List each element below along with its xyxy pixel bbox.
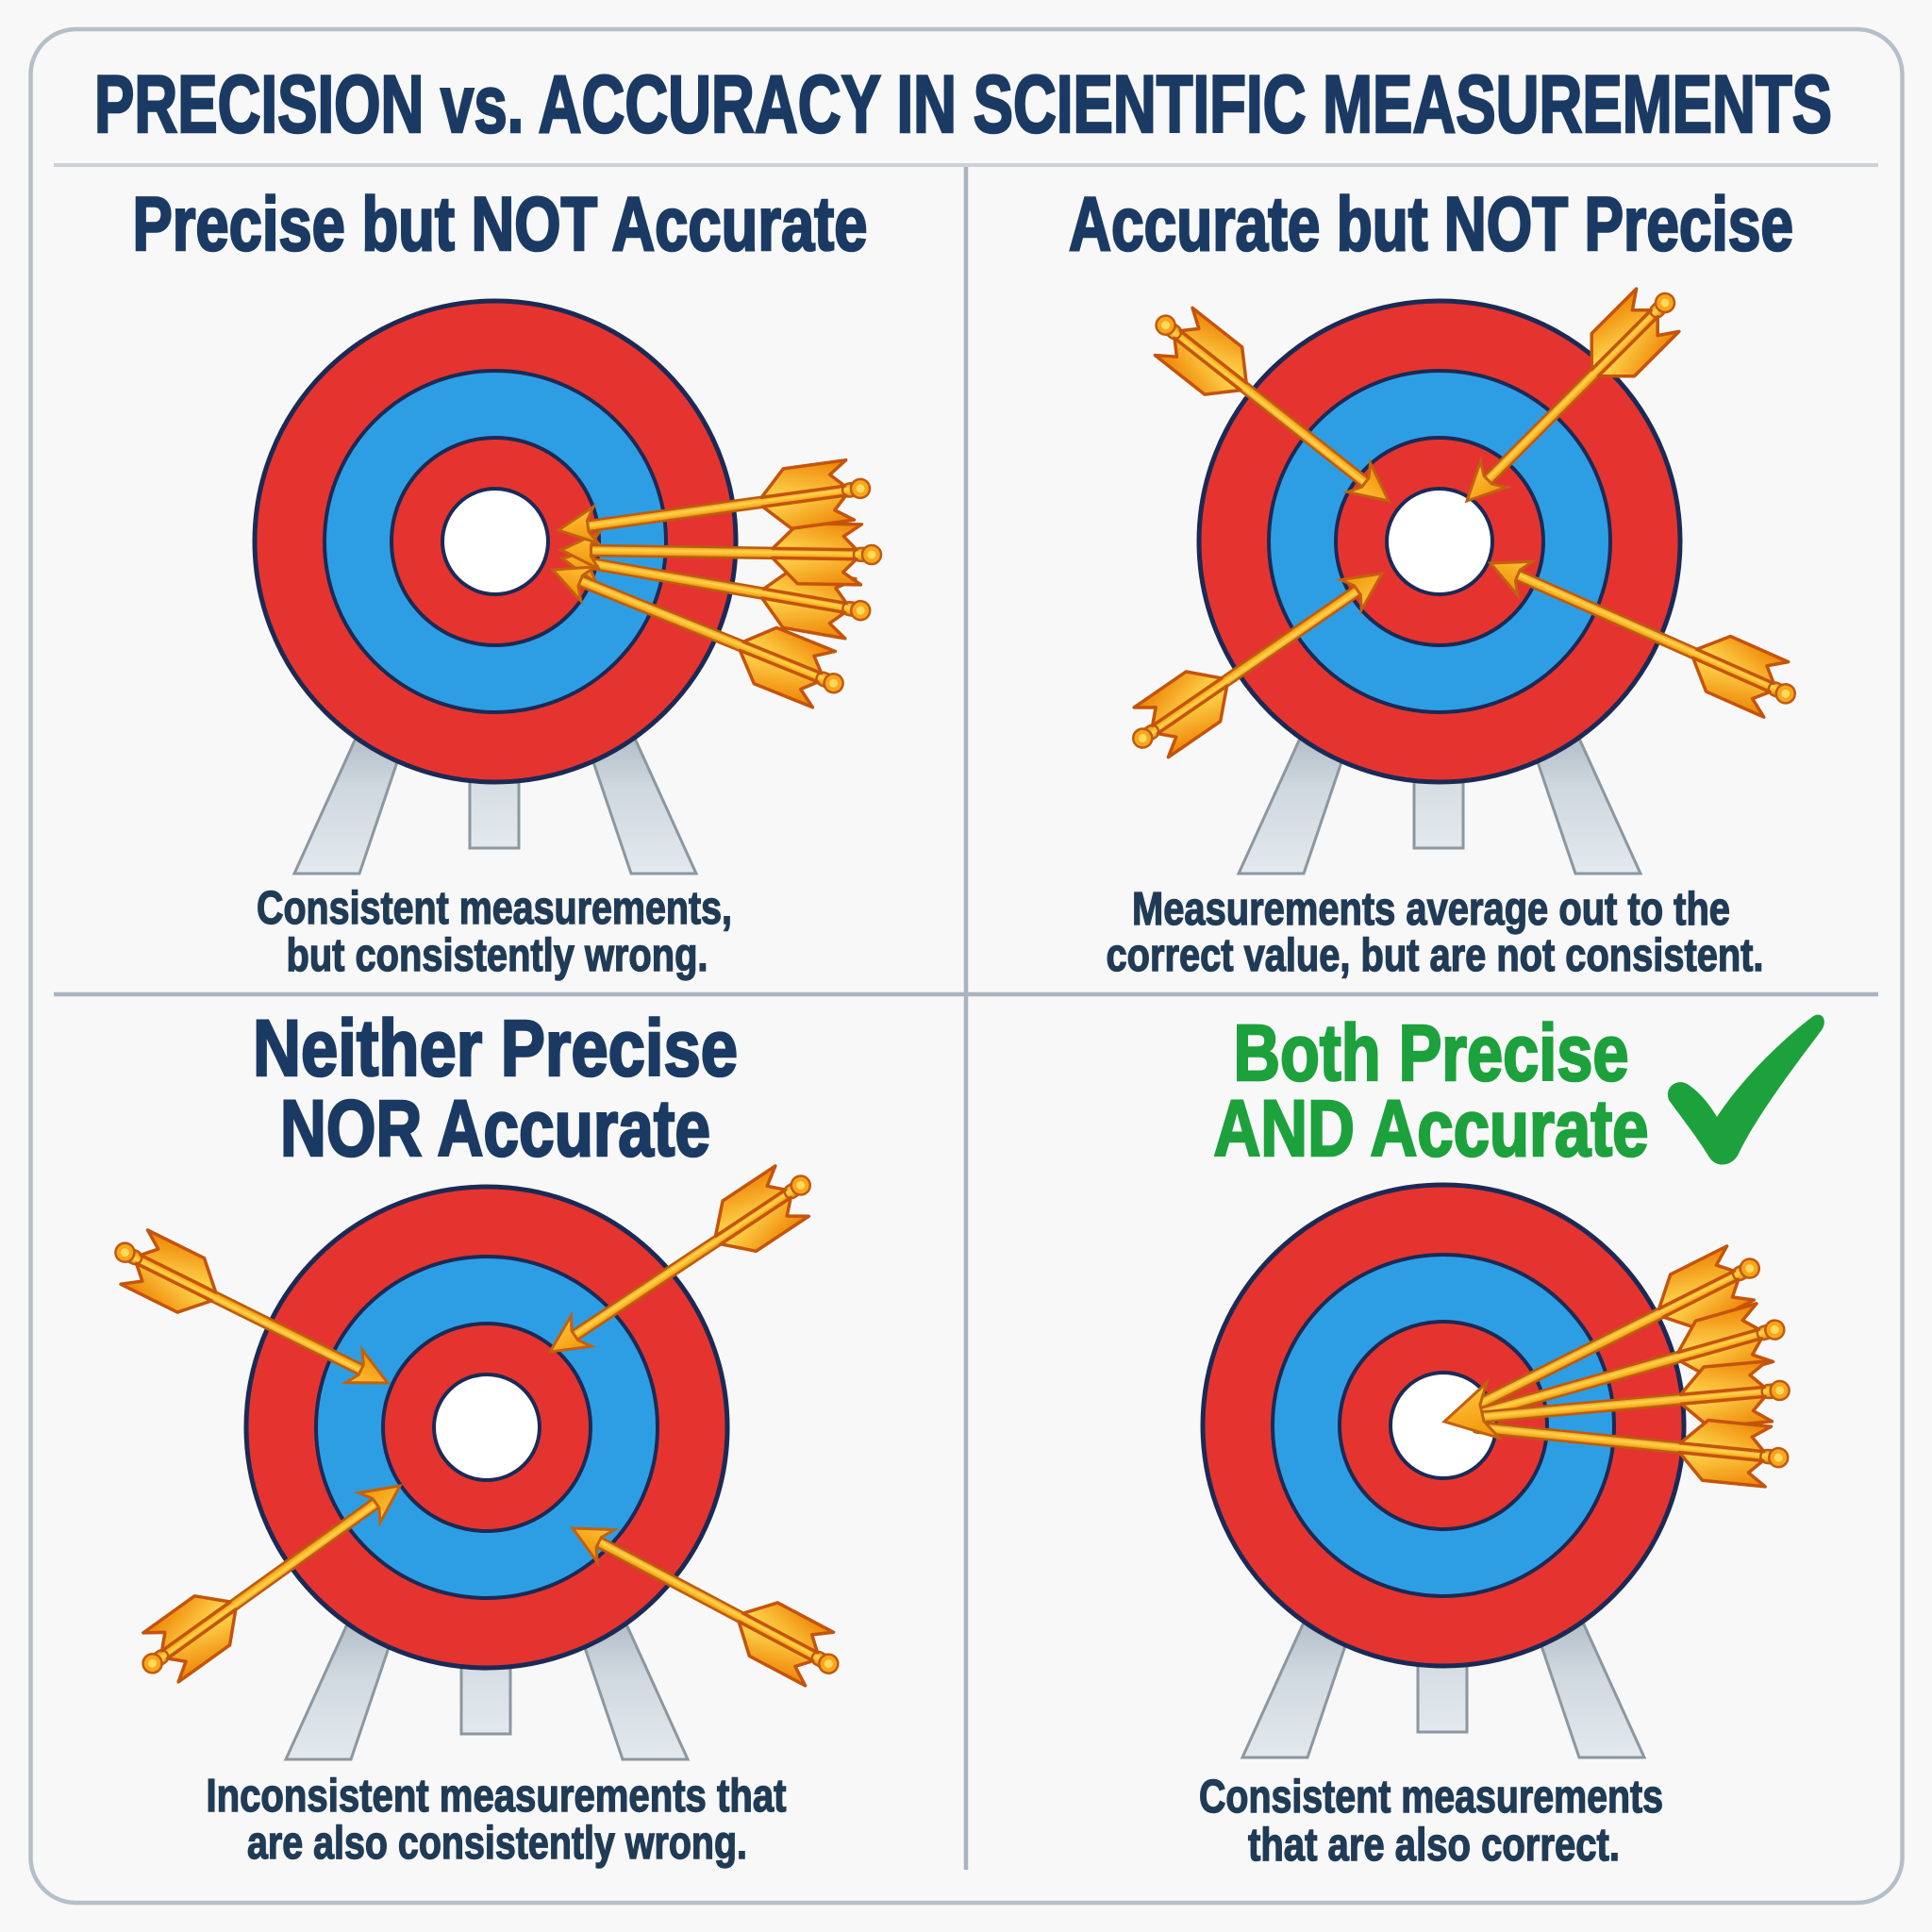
svg-text:Inconsistent measurements that: Inconsistent measurements that (207, 1771, 787, 1822)
svg-text:Consistent measurements,: Consistent measurements, (257, 883, 732, 934)
svg-text:Consistent measurements: Consistent measurements (1199, 1772, 1663, 1823)
svg-text:that are also correct.: that are also correct. (1248, 1820, 1620, 1871)
svg-text:Neither Precise: Neither Precise (253, 1004, 738, 1092)
svg-text:are also consistently wrong.: are also consistently wrong. (247, 1818, 747, 1869)
svg-text:NOR Accurate: NOR Accurate (280, 1084, 710, 1173)
svg-text:Both Precise: Both Precise (1234, 1008, 1629, 1097)
svg-text:correct value, but are not con: correct value, but are not consistent. (1107, 930, 1764, 981)
svg-text:Measurements average out to th: Measurements average out to the (1132, 884, 1730, 935)
svg-text:PRECISION vs. ACCURACY IN SCIE: PRECISION vs. ACCURACY IN SCIENTIFIC MEA… (94, 59, 1832, 150)
svg-text:Accurate but NOT Precise: Accurate but NOT Precise (1069, 182, 1793, 267)
svg-text:but consistently wrong.: but consistently wrong. (287, 930, 708, 981)
svg-text:AND Accurate: AND Accurate (1214, 1084, 1649, 1173)
svg-text:Precise but NOT Accurate: Precise but NOT Accurate (133, 182, 868, 267)
